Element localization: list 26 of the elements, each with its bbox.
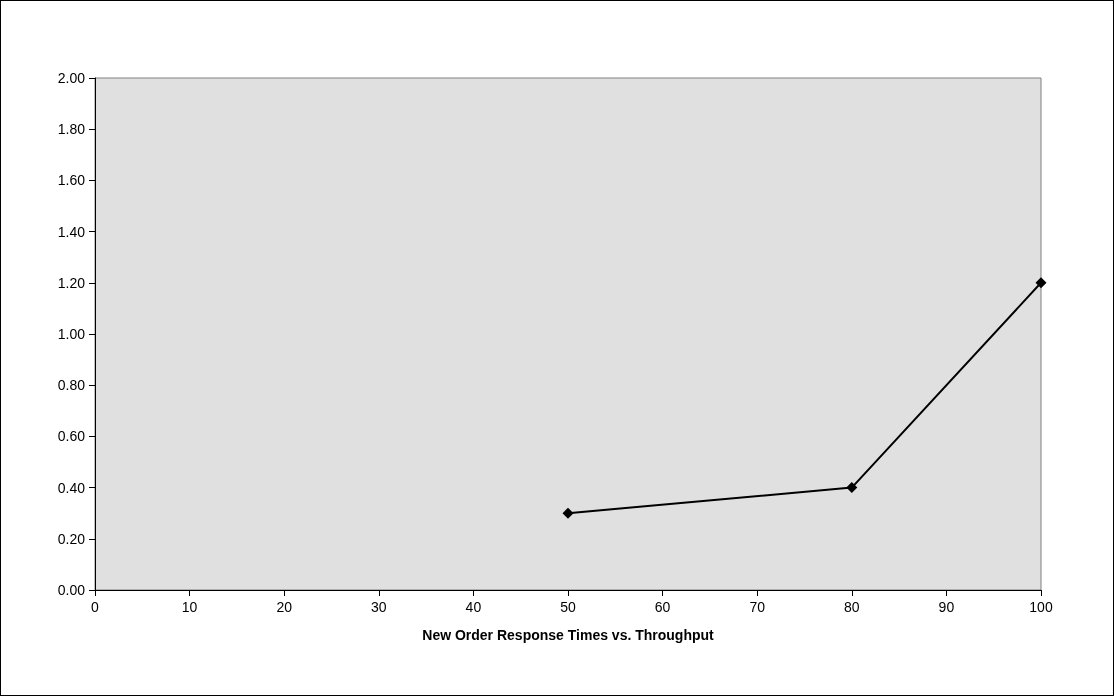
y-tick-label: 1.40 (57, 223, 86, 240)
x-tick-label: 40 (465, 599, 482, 615)
y-tick-label: 1.20 (57, 274, 86, 291)
y-tick-label: 0.80 (57, 377, 86, 394)
y-tick-label: 1.00 (57, 326, 86, 342)
x-tick-label: 10 (181, 599, 198, 615)
y-tick-label: 1.60 (57, 172, 86, 189)
x-axis-title: New Order Response Times vs. Throughput (422, 627, 715, 643)
x-tick-label: 60 (654, 599, 671, 615)
x-tick-label: 20 (276, 599, 293, 615)
point (562, 507, 574, 519)
y-tick-label: 1.80 (57, 121, 86, 138)
x-tick-label: 30 (371, 599, 387, 615)
x-tick-label: 100 (1029, 599, 1053, 615)
x-tick-label: 70 (749, 599, 766, 615)
y-tick-label: 0.40 (57, 479, 86, 496)
point (1035, 277, 1047, 289)
point (846, 482, 858, 494)
x-tick-label: 0 (91, 599, 100, 615)
y-tick-label: 0.20 (57, 530, 86, 547)
y-tick-label: 0.60 (57, 428, 86, 445)
y-tick-label: 2.00 (57, 70, 86, 86)
x-tick-label: 90 (938, 599, 955, 615)
x-tick-label: 50 (560, 599, 576, 615)
x-tick-label: 80 (844, 599, 860, 615)
y-tick-label: 0.00 (57, 582, 86, 598)
